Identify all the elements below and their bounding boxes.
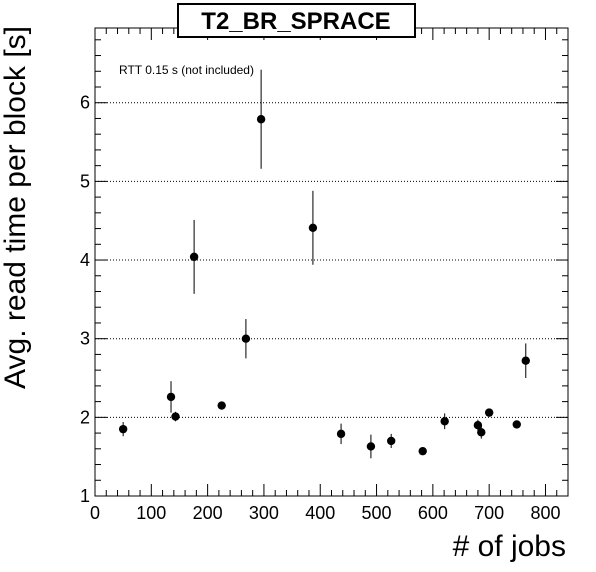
x-tick-label-500: 500	[362, 503, 392, 523]
data-point-6	[256, 115, 266, 124]
x-tick-label-400: 400	[305, 503, 335, 523]
data-point-7	[308, 223, 318, 232]
rtt-annotation: RTT 0.15 s (not included)	[119, 63, 254, 77]
y-axis-title: Avg. read time per block [s]	[0, 26, 32, 389]
data-point-8	[336, 429, 346, 439]
data-point-13	[473, 421, 483, 430]
y-tick-label-3: 3	[80, 329, 90, 349]
x-tick-label-100: 100	[136, 503, 166, 523]
x-axis-title: # of jobs	[453, 530, 566, 563]
data-point-3	[189, 252, 199, 262]
x-tick-label-600: 600	[418, 503, 448, 523]
data-points	[118, 69, 530, 459]
y-tick-label-4: 4	[80, 250, 90, 270]
data-point-10	[386, 436, 396, 446]
data-point-16	[512, 420, 521, 429]
data-point-9	[366, 442, 376, 451]
data-point-15	[484, 408, 494, 417]
x-tick-label-200: 200	[193, 503, 223, 523]
data-point-2	[171, 412, 180, 421]
x-tick-label-700: 700	[474, 503, 504, 523]
x-tick-label-300: 300	[249, 503, 279, 523]
y-tick-label-1: 1	[80, 486, 90, 506]
axis-ticks	[94, 28, 569, 497]
y-tick-label-2: 2	[80, 407, 90, 427]
y-tick-label-5: 5	[80, 171, 90, 191]
x-tick-label-0: 0	[90, 503, 100, 523]
data-point-4	[217, 401, 226, 410]
data-point-0	[118, 424, 128, 434]
chart-title: T2_BR_SPRACE	[201, 8, 390, 35]
title-box	[177, 3, 416, 38]
data-point-11	[418, 446, 427, 456]
data-point-5	[241, 334, 251, 343]
tick-labels: 0 100 200 300 400 500 600 700 800 1 2 3 4 5 6	[80, 93, 561, 523]
data-point-17	[521, 356, 530, 365]
x-tick-label-800: 800	[530, 503, 560, 523]
y-tick-label-6: 6	[80, 93, 90, 113]
data-point-1	[166, 392, 176, 402]
data-point-12	[440, 417, 449, 426]
data-point-14	[477, 428, 486, 437]
